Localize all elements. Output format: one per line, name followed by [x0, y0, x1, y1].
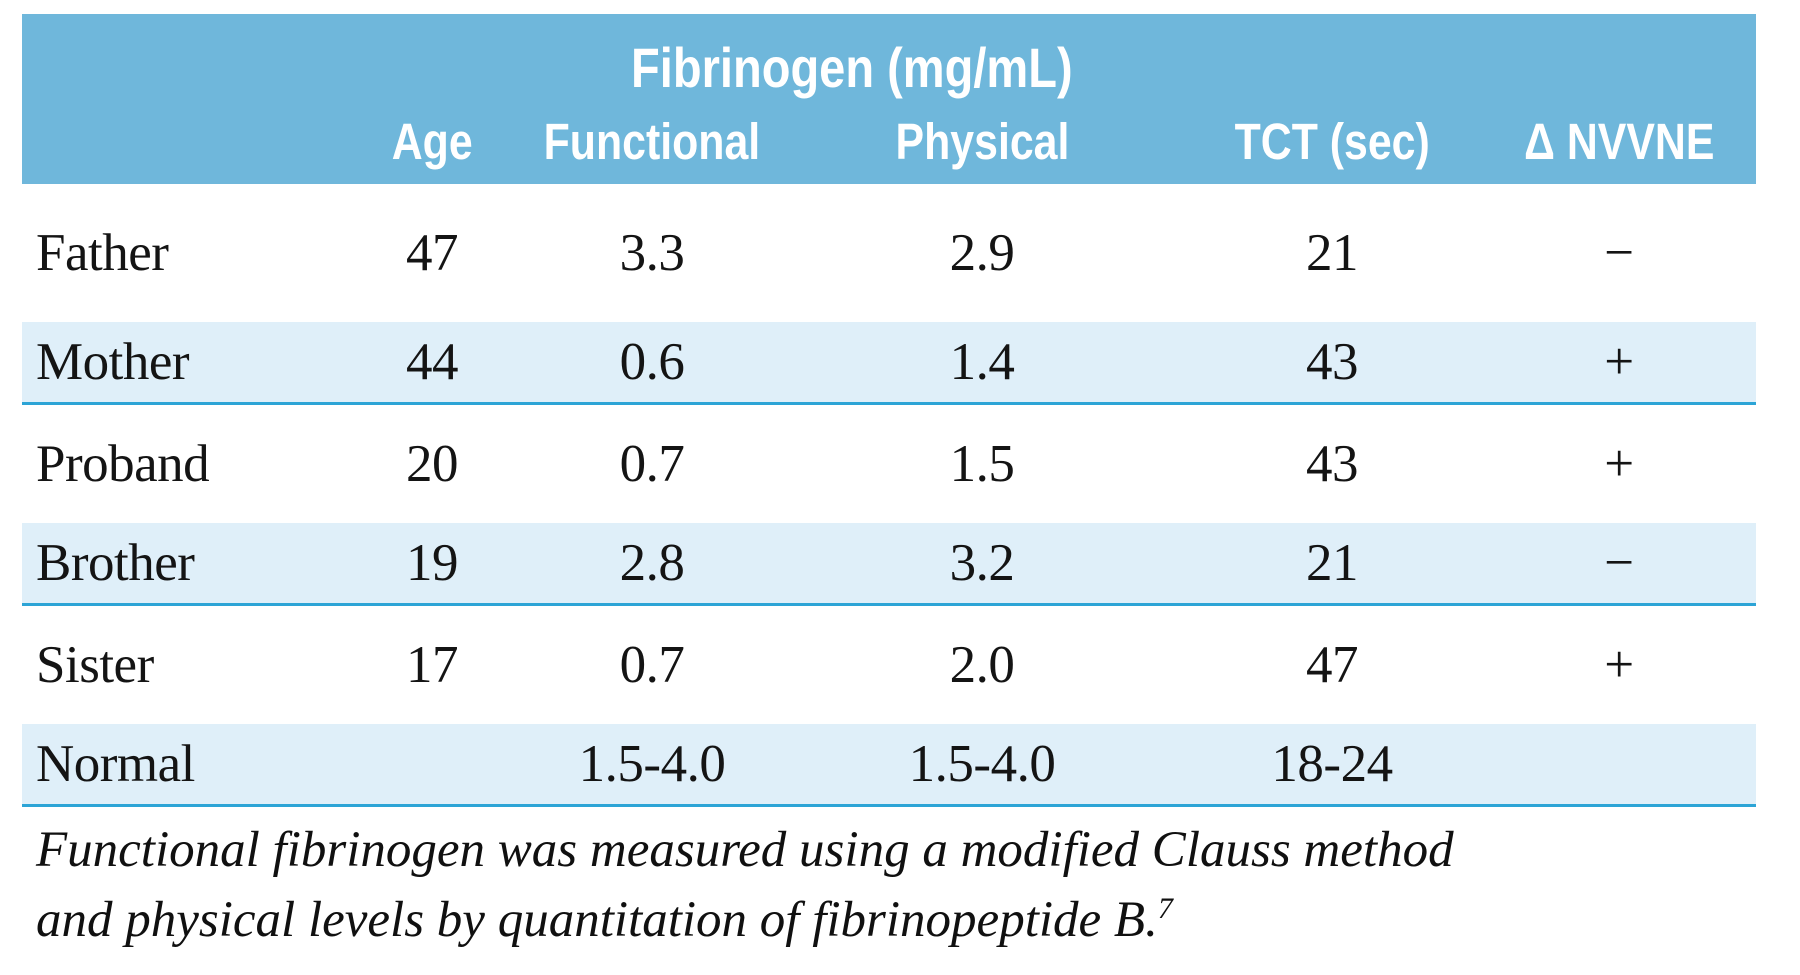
cell-tct: 18-24 [1271, 734, 1393, 793]
table-row: Sister 17 0.7 2.0 47 + [22, 606, 1756, 724]
header-columns-row: Age Functional Physical TCT (sec) Δ NVVN… [22, 98, 1756, 184]
cell-delta: − [1604, 223, 1634, 282]
cell-age: 20 [406, 434, 459, 493]
cell-delta: + [1604, 332, 1634, 391]
table-row: Mother 44 0.6 1.4 43 + [22, 322, 1756, 405]
cell-functional: 0.7 [619, 434, 685, 493]
cell-age: 19 [406, 533, 459, 592]
cell-delta: + [1604, 635, 1634, 694]
cell-functional: 2.8 [619, 533, 685, 592]
cell-member: Mother [36, 332, 190, 391]
table-row: Proband 20 0.7 1.5 43 + [22, 405, 1756, 523]
column-header-physical: Physical [895, 112, 1069, 170]
column-header-delta-nvvne: Δ NVVNE [1523, 112, 1715, 170]
cell-member: Normal [36, 734, 195, 793]
column-header-tct: TCT (sec) [1234, 112, 1430, 170]
cell-tct: 21 [1306, 533, 1359, 592]
fibrinogen-family-table: Fibrinogen (mg/mL) Age Functional Physic… [22, 14, 1756, 955]
cell-functional: 3.3 [619, 223, 685, 282]
cell-tct: 21 [1306, 223, 1359, 282]
cell-functional: 0.6 [619, 332, 685, 391]
table-body: Father 47 3.3 2.9 21 − Mother 44 0.6 1.4… [22, 184, 1756, 807]
cell-physical: 3.2 [949, 533, 1015, 592]
cell-physical: 1.5 [949, 434, 1015, 493]
cell-physical: 1.5-4.0 [908, 734, 1056, 793]
cell-tct: 43 [1306, 434, 1359, 493]
cell-functional: 0.7 [619, 635, 685, 694]
cell-member: Brother [36, 533, 195, 592]
table-header: Fibrinogen (mg/mL) Age Functional Physic… [22, 14, 1756, 184]
cell-member: Sister [36, 635, 154, 694]
footnote-line-1: Functional fibrinogen was measured using… [36, 822, 1454, 878]
cell-delta: + [1604, 434, 1634, 493]
cell-tct: 43 [1306, 332, 1359, 391]
cell-physical: 2.0 [949, 635, 1015, 694]
column-header-member [22, 116, 342, 167]
cell-physical: 2.9 [949, 223, 1015, 282]
cell-physical: 1.4 [949, 332, 1015, 391]
table-row: Father 47 3.3 2.9 21 − [22, 184, 1756, 322]
reference-superscript: 7 [1157, 892, 1173, 925]
column-group-title-text: Fibrinogen (mg/mL) [631, 36, 1073, 99]
table-footnote: Functional fibrinogen was measured using… [22, 815, 1756, 955]
column-group-title: Fibrinogen (mg/mL) [522, 40, 1182, 98]
cell-member: Father [36, 223, 169, 282]
cell-member: Proband [36, 434, 210, 493]
cell-age: 47 [406, 223, 459, 282]
column-header-functional: Functional [543, 112, 761, 170]
footnote-line-2: and physical levels by quantitation of f… [36, 892, 1173, 948]
header-group-row: Fibrinogen (mg/mL) [22, 14, 1756, 98]
cell-delta: − [1604, 533, 1634, 592]
column-header-age: Age [391, 112, 473, 170]
cell-tct: 47 [1306, 635, 1359, 694]
cell-functional: 1.5-4.0 [578, 734, 726, 793]
table-row: Brother 19 2.8 3.2 21 − [22, 523, 1756, 606]
cell-age: 17 [406, 635, 459, 694]
cell-age: 44 [406, 332, 459, 391]
table-row: Normal 1.5-4.0 1.5-4.0 18-24 [22, 724, 1756, 807]
